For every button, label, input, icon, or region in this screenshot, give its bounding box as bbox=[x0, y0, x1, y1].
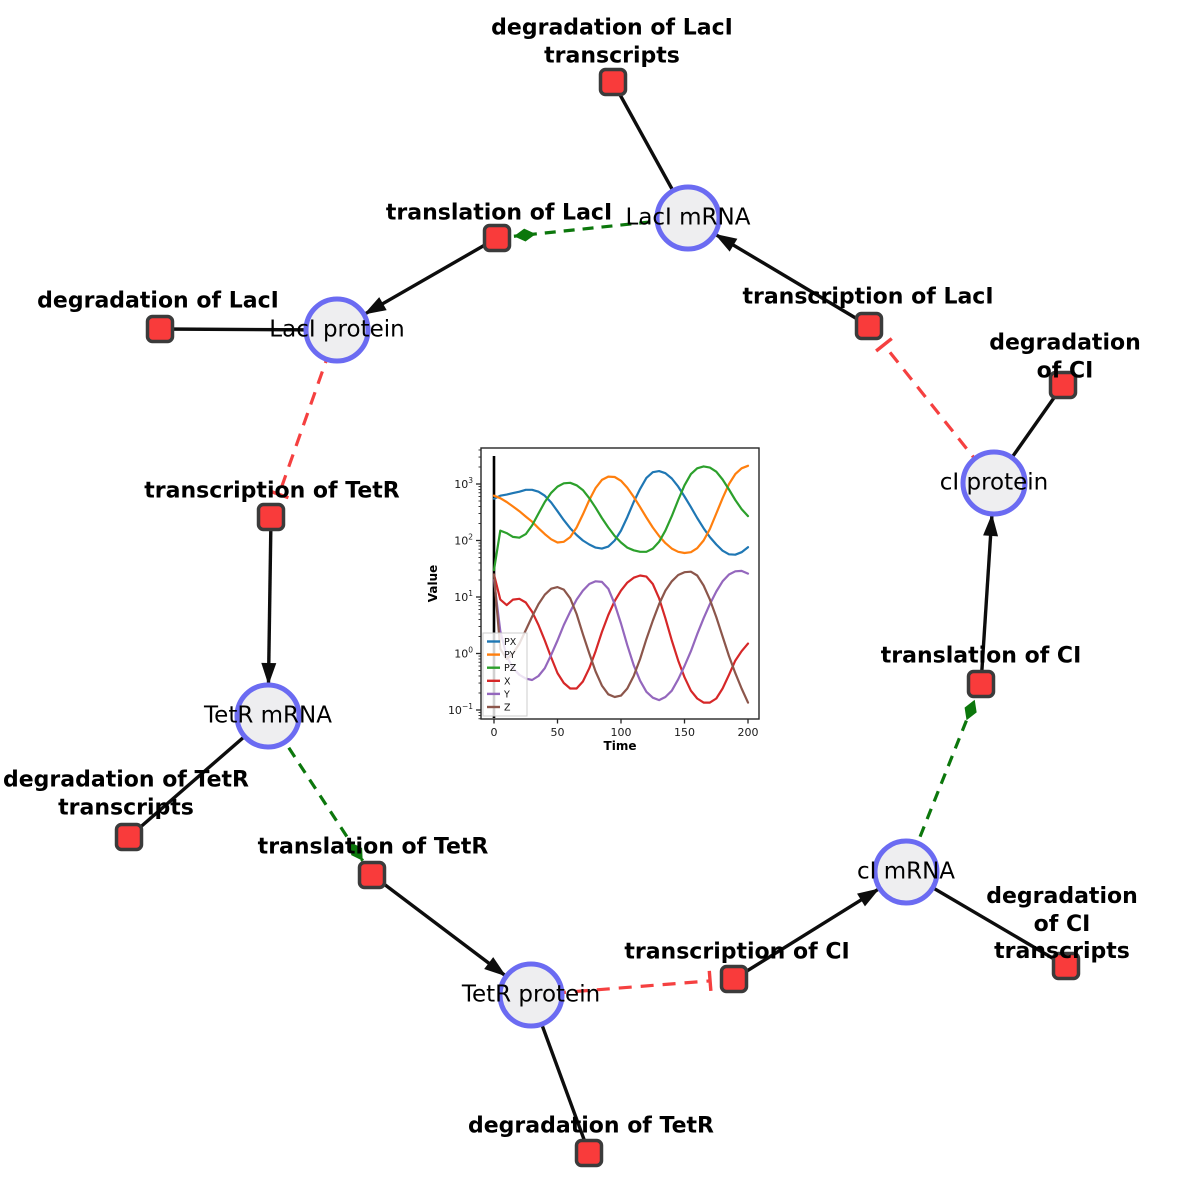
y-tick-label: 101 bbox=[454, 589, 473, 604]
reaction-node-deg_laci_transcripts bbox=[598, 67, 628, 97]
x-tick-label: 150 bbox=[674, 726, 695, 739]
species-node-ci_protein bbox=[960, 449, 1028, 517]
reaction-node-translation_laci bbox=[482, 223, 512, 253]
legend-label-PY: PY bbox=[504, 650, 516, 661]
nodes-layer bbox=[114, 67, 1081, 1168]
y-tick-label: 10−1 bbox=[448, 702, 473, 717]
reaction-node-transcription_ci bbox=[719, 964, 749, 994]
edge-product-translation_ci-to-ci_protein bbox=[979, 513, 999, 685]
legend-label-PZ: PZ bbox=[504, 663, 517, 674]
reaction-node-deg_laci bbox=[145, 314, 175, 344]
reaction-node-translation_tetr bbox=[357, 860, 387, 890]
x-tick-label: 100 bbox=[611, 726, 632, 739]
reaction-node-deg_tetr bbox=[574, 1138, 604, 1168]
legend-box bbox=[482, 632, 528, 717]
x-axis-title: Time bbox=[604, 739, 637, 753]
reaction-node-translation_ci bbox=[966, 669, 996, 699]
legend-label-Z: Z bbox=[504, 703, 511, 714]
species-node-tetr_mrna bbox=[234, 682, 302, 750]
edge-product-transcription_tetr-to-tetr_mrna bbox=[261, 516, 277, 686]
legend-label-PX: PX bbox=[504, 637, 517, 648]
chart-ticks: 0 50 100 150 200 10−1 100 101 102 103 bbox=[448, 449, 759, 739]
chart-line-PX bbox=[492, 470, 750, 556]
inset-timeseries-chart: 0 50 100 150 200 10−1 100 101 102 103 Time Value PX P… bbox=[427, 437, 771, 765]
y-tick-label: 100 bbox=[454, 646, 473, 661]
species-node-laci_mrna bbox=[654, 184, 722, 252]
chart-legend: PX PY PZ XYZ bbox=[482, 632, 528, 717]
edge-product-transcription_laci-to-laci_mrna bbox=[714, 233, 870, 328]
chart-line-PZ bbox=[492, 465, 750, 572]
edge-product-translation_tetr-to-tetr_protein bbox=[370, 873, 507, 977]
chart-series-layer bbox=[492, 464, 750, 704]
chart-line-PY bbox=[492, 464, 750, 555]
edge-product-translation_laci-to-laci_protein bbox=[363, 236, 498, 316]
species-node-laci_protein bbox=[303, 296, 371, 364]
species-node-ci_mrna bbox=[872, 838, 940, 906]
y-tick-label: 103 bbox=[454, 476, 473, 491]
y-tick-label: 102 bbox=[454, 533, 473, 548]
chart-line-X bbox=[492, 573, 750, 704]
species-node-tetr_protein bbox=[497, 961, 565, 1029]
reaction-node-deg_tetr_transcripts bbox=[114, 822, 144, 852]
chart-canvas: 0 50 100 150 20010−1100101102103TimeValuePXP… bbox=[427, 447, 760, 753]
x-tick-label: 50 bbox=[551, 726, 565, 739]
chart-axes-frame bbox=[480, 447, 760, 720]
legend-label-X: X bbox=[504, 676, 511, 687]
x-tick-label: 0 bbox=[491, 726, 498, 739]
reaction-node-deg_ci_transcripts bbox=[1051, 951, 1081, 981]
reaction-node-transcription_tetr bbox=[256, 502, 286, 532]
x-tick-label: 200 bbox=[738, 726, 759, 739]
chart-line-Z bbox=[492, 570, 750, 704]
edge-product-transcription_ci-to-ci_mrna bbox=[733, 887, 880, 981]
reaction-node-transcription_laci bbox=[854, 311, 884, 341]
edge-modifier-ci_mrna-to-translation_ci bbox=[904, 699, 977, 873]
reaction-node-deg_ci bbox=[1048, 370, 1078, 400]
y-axis-title: Value bbox=[427, 565, 440, 603]
legend-label-Y: Y bbox=[503, 689, 510, 700]
chart-line-Y bbox=[492, 569, 750, 702]
